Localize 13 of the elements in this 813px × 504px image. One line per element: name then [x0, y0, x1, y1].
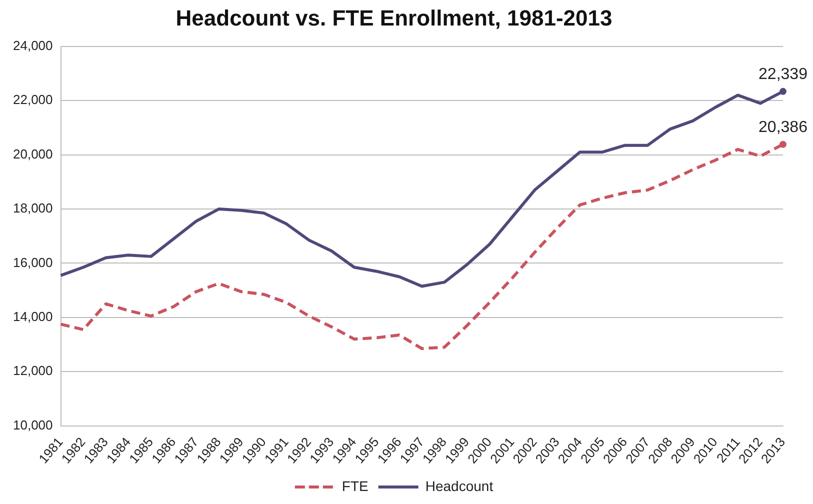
y-tick-label: 14,000 [12, 308, 53, 324]
y-tick-label: 16,000 [12, 254, 53, 270]
data-label: 22,339 [758, 66, 808, 83]
legend-label: Headcount [425, 478, 494, 494]
chart-title: Headcount vs. FTE Enrollment, 1981-2013 [176, 5, 612, 30]
y-tick-label: 20,000 [12, 146, 53, 162]
data-label: 20,386 [758, 118, 808, 136]
y-tick-label: 10,000 [12, 417, 53, 432]
y-tick-label: 18,000 [12, 200, 53, 216]
y-tick-label: 24,000 [12, 38, 53, 53]
y-tick-label: 22,000 [12, 92, 53, 108]
y-tick-label: 12,000 [12, 363, 53, 378]
legend-label: FTE [342, 478, 368, 494]
